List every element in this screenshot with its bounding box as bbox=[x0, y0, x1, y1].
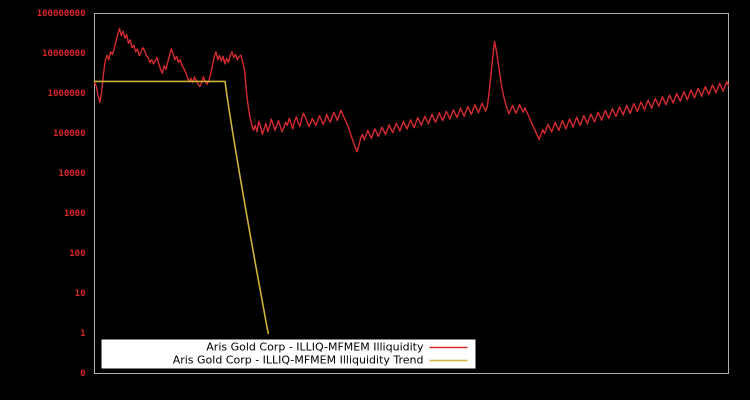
legend-entry-label[interactable]: Aris Gold Corp - ILLIQ-MFMEM Illiquidity bbox=[206, 341, 424, 354]
illiquidity-trend-line bbox=[93, 80, 270, 335]
y-tick-label: 1000000 bbox=[48, 89, 86, 99]
plot-frame bbox=[94, 13, 729, 374]
illiquidity-series-line bbox=[93, 27, 730, 153]
y-tick-label: 1 bbox=[80, 329, 85, 339]
legend-background bbox=[101, 339, 476, 369]
y-tick-label: 100000000 bbox=[37, 9, 86, 19]
y-tick-label: 0 bbox=[80, 369, 85, 379]
y-tick-label: 10000 bbox=[58, 169, 85, 179]
legend-entry-label[interactable]: Aris Gold Corp - ILLIQ-MFMEM Illiquidity… bbox=[173, 354, 424, 367]
series-layer bbox=[93, 27, 730, 335]
y-axis-tick-labels: 1000000001000000010000001000001000010001… bbox=[37, 9, 86, 379]
y-tick-label: 100 bbox=[69, 249, 85, 259]
y-tick-label: 10 bbox=[75, 289, 86, 299]
chart-legend[interactable]: Aris Gold Corp - ILLIQ-MFMEM Illiquidity… bbox=[101, 339, 476, 369]
y-tick-label: 100000 bbox=[53, 129, 86, 139]
y-tick-label: 10000000 bbox=[42, 49, 85, 59]
y-tick-label: 1000 bbox=[64, 209, 86, 219]
